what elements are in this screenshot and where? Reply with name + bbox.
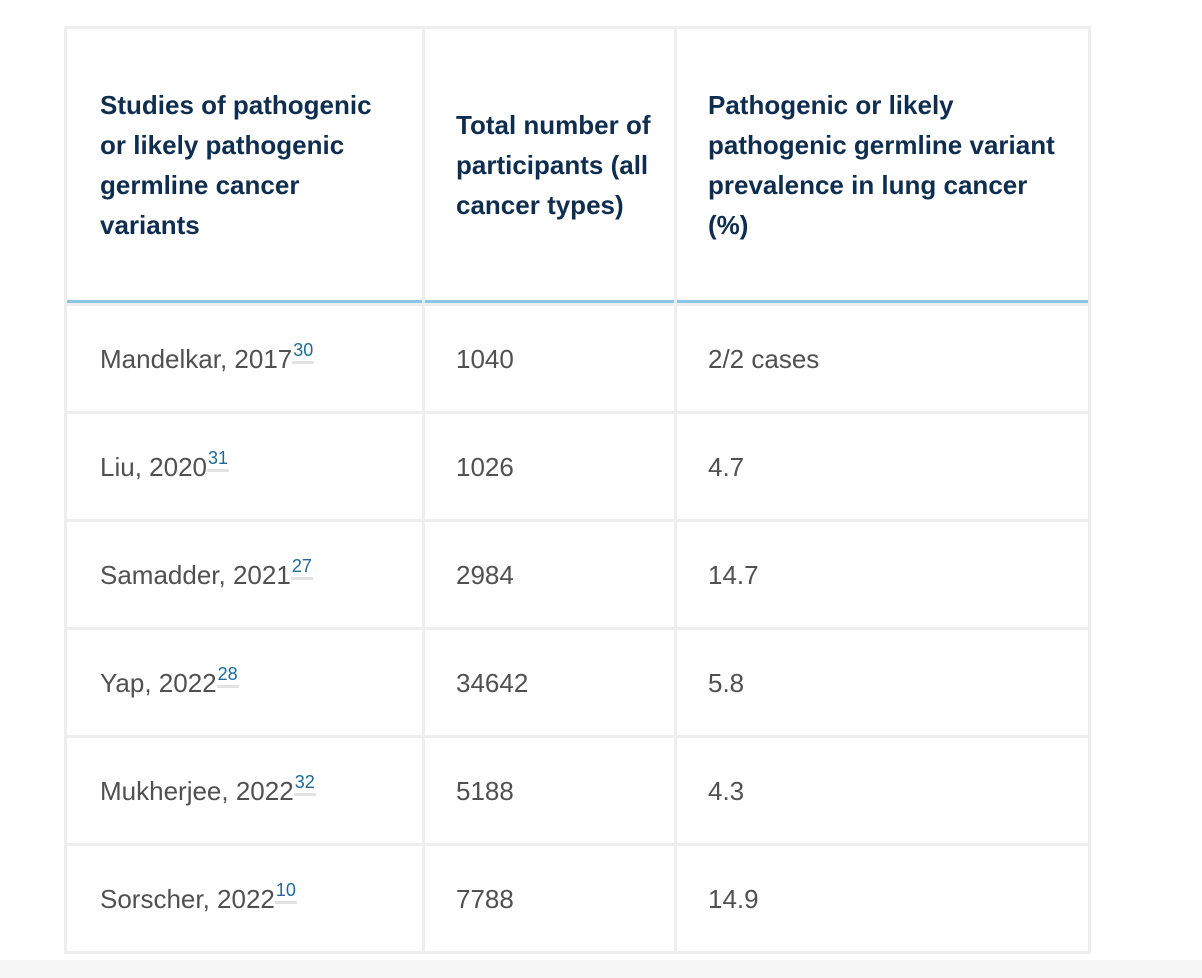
cell-participants: 1026 (425, 414, 674, 519)
table-row: Mukherjee, 202232 5188 4.3 (67, 738, 1088, 843)
study-name: Yap, 2022 (100, 667, 217, 698)
table-header-row: Studies of pathogenic or likely pathogen… (67, 29, 1088, 303)
cell-prevalence: 4.7 (677, 414, 1088, 519)
reference-link[interactable]: 32 (293, 771, 316, 796)
study-name: Liu, 2020 (100, 451, 207, 482)
table-row: Liu, 202031 1026 4.7 (67, 414, 1088, 519)
cell-prevalence: 5.8 (677, 630, 1088, 735)
study-name: Samadder, 2021 (100, 559, 291, 590)
header-studies: Studies of pathogenic or likely pathogen… (67, 29, 422, 303)
cell-study: Sorscher, 202210 (67, 846, 422, 951)
table-row: Samadder, 202127 2984 14.7 (67, 522, 1088, 627)
reference-link[interactable]: 31 (206, 447, 230, 472)
cell-study: Mandelkar, 201730 (67, 306, 422, 411)
cell-study: Samadder, 202127 (67, 522, 422, 627)
cell-participants: 34642 (425, 630, 674, 735)
cell-participants: 7788 (425, 846, 674, 951)
cell-study: Liu, 202031 (67, 414, 422, 519)
cell-study: Yap, 202228 (67, 630, 422, 735)
reference-link[interactable]: 27 (290, 555, 313, 580)
page-bottom-strip (0, 960, 1202, 978)
table-row: Mandelkar, 201730 1040 2/2 cases (67, 306, 1088, 411)
cell-participants: 5188 (425, 738, 674, 843)
study-name: Mukherjee, 2022 (100, 775, 294, 806)
cell-participants: 2984 (425, 522, 674, 627)
reference-link[interactable]: 30 (292, 339, 315, 364)
study-name: Mandelkar, 2017 (100, 343, 293, 374)
reference-link[interactable]: 10 (274, 879, 297, 904)
reference-link[interactable]: 28 (216, 663, 239, 688)
cell-prevalence: 14.7 (677, 522, 1088, 627)
header-total-participants: Total number of participants (all cancer… (425, 29, 674, 303)
study-name: Sorscher, 2022 (100, 883, 275, 914)
cell-prevalence: 4.3 (677, 738, 1088, 843)
table-row: Yap, 202228 34642 5.8 (67, 630, 1088, 735)
cell-participants: 1040 (425, 306, 674, 411)
cell-prevalence: 2/2 cases (677, 306, 1088, 411)
header-prevalence: Pathogenic or likely pathogenic germline… (677, 29, 1088, 303)
table-row: Sorscher, 202210 7788 14.9 (67, 846, 1088, 951)
cell-prevalence: 14.9 (677, 846, 1088, 951)
cell-study: Mukherjee, 202232 (67, 738, 422, 843)
germline-variant-table: Studies of pathogenic or likely pathogen… (64, 26, 1091, 954)
